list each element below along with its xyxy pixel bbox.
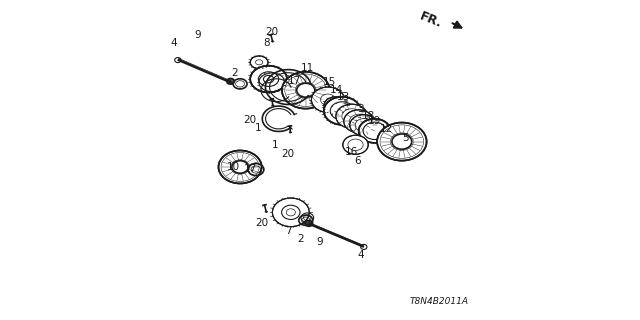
Text: 2: 2 [232,68,238,78]
Ellipse shape [250,66,287,92]
Text: 7: 7 [285,226,292,236]
Text: 4: 4 [171,38,177,48]
Ellipse shape [324,97,346,114]
Text: 19: 19 [368,116,381,126]
Text: 18: 18 [362,111,375,121]
Ellipse shape [350,115,378,136]
Text: 14: 14 [330,85,343,95]
Text: 13: 13 [337,92,351,101]
Text: 6: 6 [354,156,361,166]
Ellipse shape [358,119,390,143]
Ellipse shape [227,78,234,84]
Text: 1: 1 [271,140,278,150]
Text: 5: 5 [403,133,409,143]
Text: 1: 1 [255,123,262,133]
Ellipse shape [282,72,330,108]
Text: T8N4B2011A: T8N4B2011A [410,297,469,306]
Text: 2: 2 [298,234,304,244]
Text: 17: 17 [287,76,301,86]
Text: 16: 16 [344,147,358,157]
Ellipse shape [343,135,368,154]
Text: 8: 8 [263,38,269,48]
Ellipse shape [218,150,262,183]
Text: FR.: FR. [417,10,444,31]
Text: 4: 4 [357,250,364,260]
Text: 9: 9 [195,30,201,40]
Ellipse shape [312,87,344,112]
Text: 10: 10 [227,162,240,172]
Ellipse shape [336,104,367,128]
Text: 20: 20 [282,149,295,159]
Text: 3: 3 [357,104,364,114]
Ellipse shape [305,220,313,226]
Ellipse shape [324,97,360,125]
Ellipse shape [344,110,374,133]
Text: 11: 11 [301,63,314,73]
Ellipse shape [377,123,427,161]
Text: 20: 20 [265,27,278,36]
Ellipse shape [273,198,309,227]
Text: 9: 9 [317,237,323,247]
Ellipse shape [250,56,268,68]
Text: 17: 17 [244,164,257,174]
Text: 12: 12 [380,124,393,134]
Text: 20: 20 [256,218,269,228]
Text: 15: 15 [323,77,336,87]
Text: 20: 20 [244,115,257,125]
